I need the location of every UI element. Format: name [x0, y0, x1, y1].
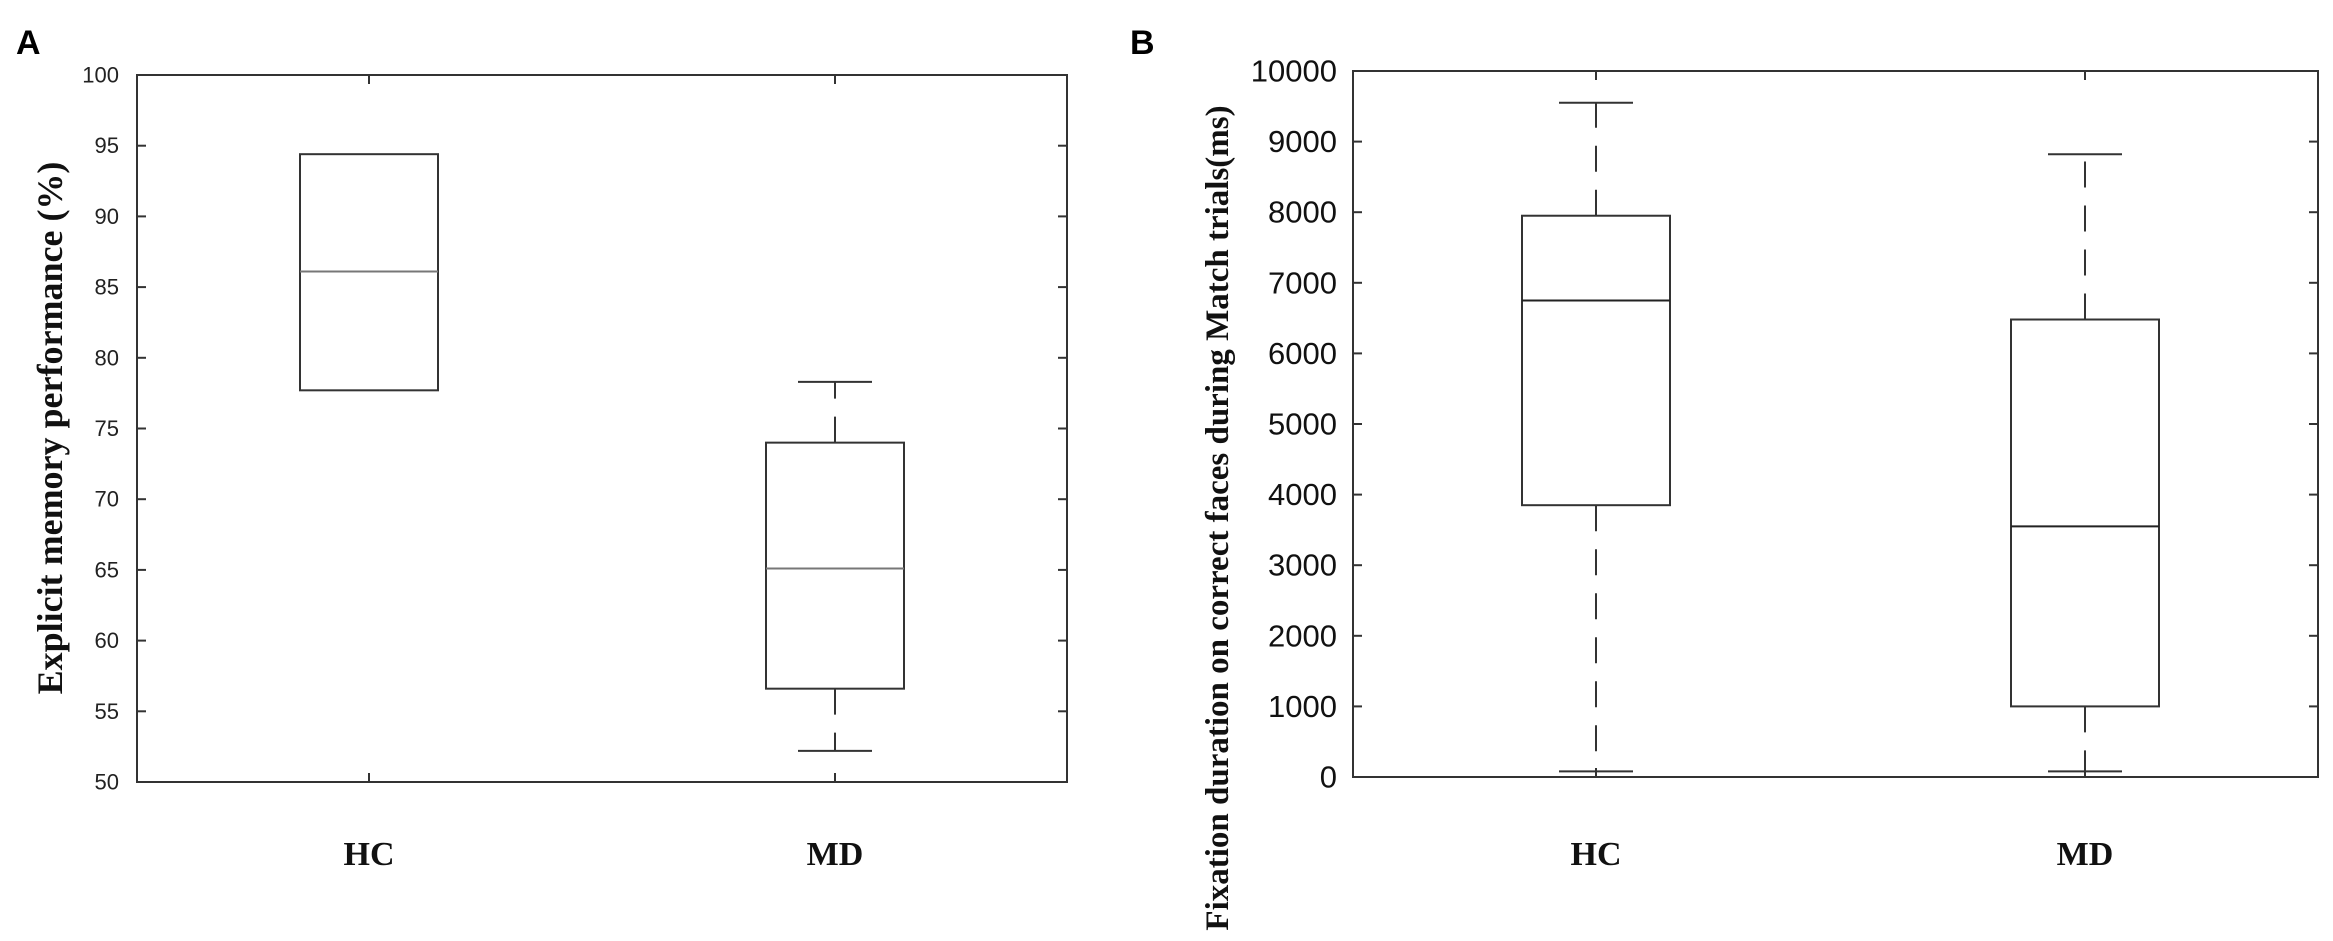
y-tick-label: 4000 — [1268, 477, 1337, 512]
y-tick-label: 80 — [95, 345, 119, 370]
box-md-b — [2010, 153, 2160, 773]
category-label-hc: HC — [344, 836, 395, 873]
iqr-box — [1521, 214, 1671, 507]
y-tick-label: 75 — [95, 416, 119, 441]
y-tick-label: 50 — [95, 770, 119, 795]
iqr-box — [765, 441, 905, 690]
y-tick-label: 55 — [95, 699, 119, 724]
panel-b: B 0 1000 2000 3000 4000 5000 6000 7000 8000 9000 1… — [1130, 24, 2319, 931]
category-label-md: MD — [2057, 836, 2114, 873]
y-tick-label: 95 — [95, 133, 119, 158]
y-tick-label: 90 — [95, 204, 119, 229]
y-tick-label: 70 — [95, 487, 119, 512]
y-tick-label: 2000 — [1268, 618, 1337, 653]
plot-frame-a — [136, 74, 1068, 783]
y-axis-title-a: Explicit memory performance (%) — [30, 162, 70, 695]
y-tick-label: 8000 — [1268, 195, 1337, 230]
y-tick-label: 6000 — [1268, 336, 1337, 371]
y-tick-label: 5000 — [1268, 407, 1337, 442]
box-hc-a — [299, 153, 439, 392]
y-ticks-a: 50 55 60 65 70 75 80 85 90 95 100 — [82, 63, 1067, 795]
y-tick-label: 7000 — [1268, 265, 1337, 300]
iqr-box — [2010, 318, 2160, 708]
plot-frame-b — [1352, 70, 2319, 778]
y-tick-label: 65 — [95, 557, 119, 582]
y-tick-label: 60 — [95, 628, 119, 653]
boxes-b — [1521, 101, 2160, 773]
y-tick-label: 1000 — [1268, 689, 1337, 724]
y-tick-label: 85 — [95, 275, 119, 300]
box-md-a — [765, 380, 905, 752]
y-tick-label: 3000 — [1268, 548, 1337, 583]
y-tick-label: 9000 — [1268, 124, 1337, 159]
panel-letter-b: B — [1130, 24, 1155, 62]
box-hc-b — [1521, 101, 1671, 773]
panel-letter-a: A — [16, 24, 41, 62]
y-ticks-b: 0 1000 2000 3000 4000 5000 6000 7000 8000 9000 100… — [1251, 54, 2318, 795]
x-ticks-b: HC MD — [1571, 71, 2114, 873]
y-tick-label: 100 — [82, 63, 119, 88]
y-tick-label: 10000 — [1251, 54, 1337, 89]
category-label-md: MD — [807, 836, 864, 873]
y-axis-title-b: Fixation duration on correct faces durin… — [1200, 105, 1236, 930]
category-label-hc: HC — [1571, 836, 1622, 873]
panel-a: A 50 55 60 65 70 75 80 85 90 95 100 HC MD Explicit … — [16, 24, 1068, 873]
y-tick-label: 0 — [1320, 760, 1337, 795]
boxes-a — [299, 153, 905, 752]
x-ticks-a: HC MD — [344, 75, 864, 873]
